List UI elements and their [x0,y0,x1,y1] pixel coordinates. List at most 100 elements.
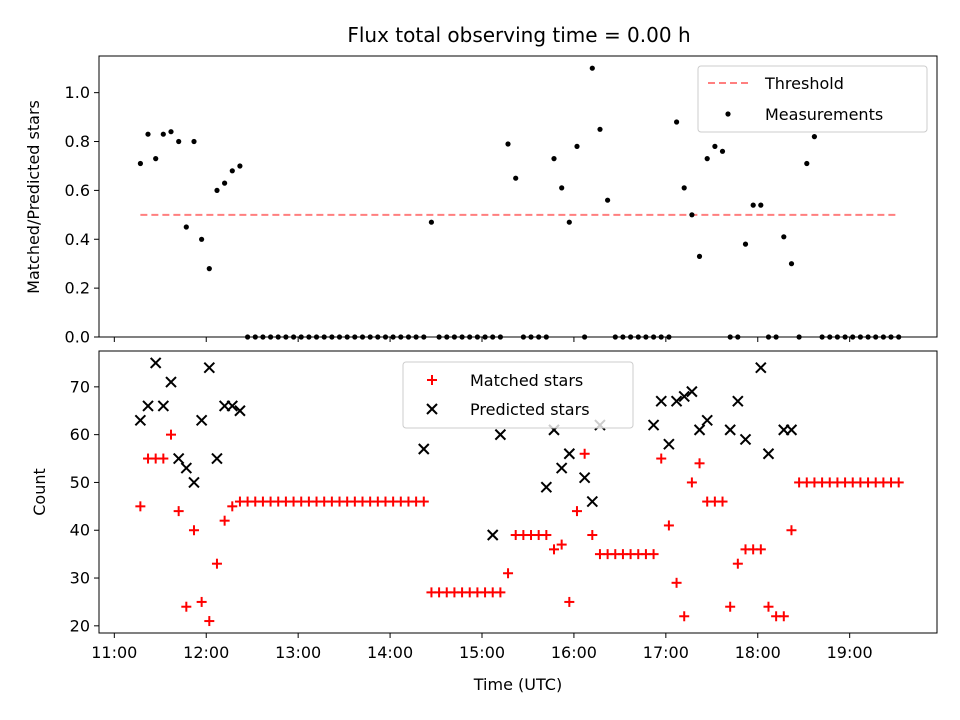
bottom-legend-box [402,361,634,429]
predicted-star-point [670,395,683,407]
predicted-star-point [134,414,147,427]
measurement-point [551,156,557,162]
measurement-point [681,185,687,191]
y-tick-label: 40 [70,521,90,540]
predicted-star-point [663,438,675,450]
x-tick-label: 17:00 [643,643,689,662]
predicted-star-point [701,414,713,427]
y-tick-label: 0.0 [65,328,90,347]
x-b [739,433,752,446]
predicted-star-point [686,385,698,398]
predicted-star-point [180,462,193,474]
measurement-point [566,219,572,225]
x-b [586,495,599,508]
predicted-star-point [785,424,798,436]
measurement-point [589,65,595,71]
matched-star-point [663,520,674,531]
measurement-point [811,134,818,140]
x-b [663,438,675,450]
matched-star-point [571,506,582,517]
measurement-point [804,160,810,167]
measurement-point [574,143,580,149]
predicted-star-point [739,433,752,446]
legend-measurements-label: Measurements [765,105,883,124]
x-b [234,405,246,417]
measurement-point [145,131,151,137]
predicted-star-point [157,400,170,412]
x-b [180,462,193,474]
predicted-star-point [165,376,177,388]
x-b [226,400,238,412]
predicted-star-point [418,443,430,455]
top-y-axis: 0.0 0.2 0.4 0.6 0.8 1.0 [65,83,99,347]
measurement-point [559,185,565,191]
legend-matched-label: Matched stars [470,371,583,390]
bottom-x-axis: 11:00 12:00 13:00 14:00 15:00 16:00 17:00 18:00… [91,633,873,662]
x-b [755,362,767,374]
x-tick-label: 14:00 [367,643,413,662]
x-b [142,400,154,412]
matched-star-point [679,611,690,622]
x-b [724,424,736,436]
matched-star-point [587,530,598,541]
matched-star-point [694,458,705,469]
legend-measurements-swatch [725,111,731,117]
x-b [195,414,208,427]
predicted-star-point [234,405,246,417]
legend-predicted-label: Predicted stars [470,400,590,419]
predicted-star-point [540,481,553,493]
x-b [487,529,499,541]
bottom-axes-frame [98,350,938,634]
matched-star-point [579,448,590,459]
matched-star-point [211,558,222,569]
predicted-star-point [172,452,185,465]
matched-star-point [219,515,230,526]
matched-star-point [158,453,169,464]
top-legend-box [697,65,928,133]
matched-star-point [503,568,514,579]
x-tick-label: 19:00 [827,643,873,662]
measurement-point [758,202,764,208]
measurement-point [719,148,726,154]
predicted-star-point [211,452,223,465]
x-b [494,428,507,441]
top-y-axis-label: Matched/Predicted stars [24,100,43,294]
y-tick-label: 50 [70,473,90,492]
predicted-star-point [693,424,706,436]
measurement-point [191,138,197,145]
x-b [188,476,200,489]
x-b [732,395,744,407]
x-b [418,443,430,455]
predicted-star-point [142,400,154,412]
x-b [678,390,690,403]
x-tick-label: 12:00 [183,643,229,662]
matched-star-point [893,477,904,488]
y-tick-label: 70 [70,377,90,396]
predicted-star-point [724,424,736,436]
top-panel: 0.0 0.2 0.4 0.6 0.8 1.0 Matched/Predicted sta… [24,55,938,347]
y-tick-label: 30 [70,569,90,588]
bottom-x-axis-label: Time (UTC) [473,675,562,694]
bottom-panel: 20 30 40 50 60 70 11:00 12:00 13:00 14:00 15:00 16… [30,350,938,694]
x-b [149,357,162,369]
legend-predicted-swatch [426,403,438,415]
y-tick-label: 0.2 [65,279,90,298]
y-tick-label: 1.0 [65,83,90,102]
measurement-point [229,168,235,174]
legend-matched-swatch [427,375,437,385]
predicted-star-point [149,357,162,369]
predicted-star-point [678,390,690,403]
chart-title: Flux total observing time = 0.00 h [347,23,690,47]
x-b [203,362,216,374]
x-b [134,414,147,427]
matched-star-point [204,616,215,627]
measurement-point [176,138,182,145]
measurement-point [199,236,205,242]
matched-star-point [181,601,192,612]
measurement-point [788,261,795,267]
top-legend: Threshold Measurements [697,65,928,133]
measurement-point [206,266,212,272]
x-b [172,452,185,465]
matched-star-point [778,611,789,622]
